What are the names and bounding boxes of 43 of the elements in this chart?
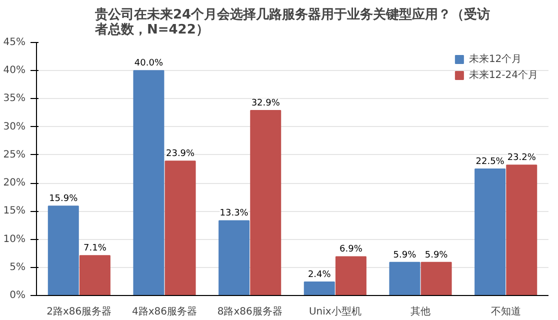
legend-label: 未来12个月	[468, 52, 522, 66]
bar	[250, 110, 282, 296]
x-tick-label: 8路x86服务器	[217, 306, 282, 318]
data-label: 32.9%	[251, 98, 280, 109]
data-label: 6.9%	[340, 244, 363, 255]
bar	[79, 255, 110, 296]
legend-label: 未来12-24个月	[468, 68, 538, 82]
data-label: 40.0%	[134, 58, 164, 69]
bar	[474, 168, 506, 296]
y-tick-label: 45%	[3, 37, 26, 48]
y-tick-label: 15%	[3, 206, 26, 217]
data-label: 5.9%	[393, 250, 417, 260]
data-label: 2.4%	[308, 270, 332, 280]
x-tick-label: 2路x86服务器	[46, 306, 112, 318]
data-label: 7.1%	[84, 244, 107, 254]
bar	[420, 262, 452, 296]
y-tick-label: 40%	[3, 65, 26, 76]
x-tick-label: 4路x86服务器	[132, 306, 198, 318]
data-label: 23.2%	[507, 153, 536, 164]
y-tick-label: 30%	[3, 121, 26, 132]
y-tick-label: 35%	[3, 93, 26, 104]
bar	[335, 256, 366, 296]
y-tick-label: 25%	[3, 149, 26, 160]
y-tick-label: 10%	[3, 234, 26, 245]
bar	[133, 70, 164, 296]
x-tick-label: 不知道	[490, 306, 521, 318]
data-label: 13.3%	[220, 208, 249, 219]
data-label: 15.9%	[49, 194, 78, 204]
data-label: 22.5%	[476, 157, 505, 167]
y-tick-label: 5%	[10, 262, 26, 273]
x-tick-label: 其他	[410, 306, 430, 318]
bar	[304, 282, 335, 296]
chart-title: 贵公司在未来24个月会选择几路服务器用于业务关键型应用？（受访者总数，N=422）	[94, 6, 490, 38]
bar	[164, 160, 196, 296]
data-label: 23.9%	[166, 149, 196, 160]
x-tick-label: Unix小型机	[308, 306, 362, 318]
bar	[506, 164, 538, 296]
bar	[48, 206, 79, 296]
data-label: 5.9%	[424, 250, 448, 260]
bar	[389, 262, 420, 296]
bar	[218, 220, 250, 296]
y-tick-label: 0%	[10, 290, 26, 301]
y-tick-label: 20%	[3, 178, 26, 189]
